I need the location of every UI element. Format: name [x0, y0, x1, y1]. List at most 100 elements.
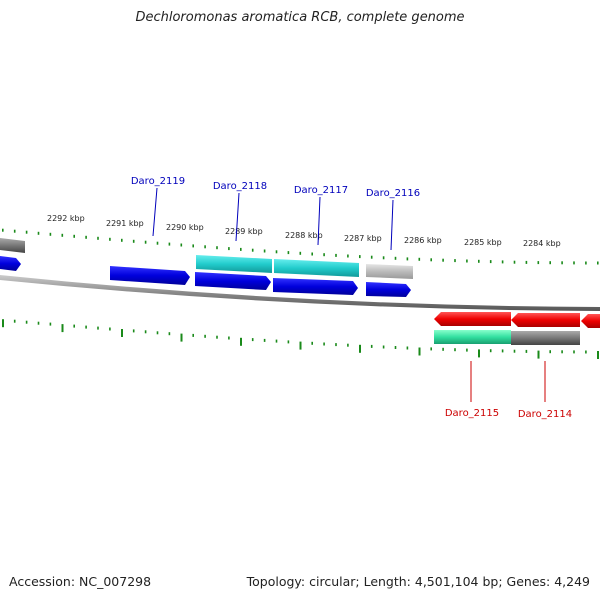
- ruler-minor-tick: [394, 346, 397, 349]
- ruler-minor-tick: [347, 343, 349, 347]
- gene-label-daro-2114[interactable]: Daro_2114: [518, 409, 572, 420]
- ruler-minor-tick: [251, 338, 254, 342]
- ruler-minor-tick: [585, 261, 587, 265]
- ruler-major-tick: [61, 324, 64, 333]
- ruler-minor-tick: [513, 349, 516, 353]
- ruler-label: 2288 kbp: [285, 231, 323, 240]
- ruler-minor-tick: [144, 330, 147, 334]
- ruler-minor-tick: [216, 335, 218, 339]
- ruler-minor-tick: [25, 230, 28, 234]
- ruler-minor-tick: [489, 260, 492, 264]
- ruler-minor-tick: [418, 257, 421, 261]
- ruler-minor-tick: [442, 347, 444, 351]
- gene-label-daro-2117[interactable]: Daro_2117: [294, 185, 348, 196]
- ruler-minor-tick: [85, 325, 87, 329]
- ruler-minor-tick: [13, 229, 16, 233]
- ruler-minor-tick: [382, 345, 385, 349]
- ruler-minor-tick: [382, 256, 385, 260]
- ruler-minor-tick: [132, 239, 135, 243]
- ruler-minor-tick: [561, 350, 563, 354]
- gene-label-daro-2115[interactable]: Daro_2115: [445, 408, 499, 419]
- ruler-minor-tick: [73, 234, 75, 238]
- label-leader-line: [152, 187, 158, 237]
- ruler-minor-tick: [585, 350, 587, 354]
- ruler-minor-tick: [525, 349, 528, 353]
- gene-arrow-daro-2114[interactable]: [511, 313, 580, 327]
- ruler-major-tick: [180, 333, 183, 342]
- ruler-minor-tick: [430, 347, 432, 351]
- ruler-minor-tick: [335, 343, 337, 347]
- ruler-minor-tick: [192, 244, 194, 248]
- ruler-minor-tick: [251, 248, 254, 252]
- ruler-minor-tick: [442, 258, 444, 262]
- gene-arrow-forward[interactable]: [0, 256, 21, 271]
- ruler-minor-tick: [228, 247, 230, 251]
- ruler-minor-tick: [287, 340, 290, 344]
- gene-feature-daro-2115-highlight[interactable]: [434, 330, 511, 344]
- gene-arrow-daro-2118[interactable]: [195, 272, 271, 290]
- ruler-minor-tick: [121, 238, 123, 242]
- gene-arrow-daro-2115[interactable]: [434, 312, 511, 326]
- ruler-ticks-lower: [2, 319, 599, 359]
- ruler-minor-tick: [240, 247, 242, 251]
- gene-feature-gray[interactable]: [0, 238, 25, 253]
- gene-feature-daro-2116-light[interactable]: [366, 264, 413, 279]
- ruler-minor-tick: [454, 348, 456, 352]
- ruler-minor-tick: [430, 258, 432, 262]
- genome-backbone: [0, 275, 600, 311]
- ruler-minor-tick: [406, 257, 409, 261]
- ruler-minor-tick: [109, 327, 111, 331]
- ruler-major-tick: [240, 337, 242, 346]
- ruler-major-tick: [418, 347, 421, 356]
- ruler-minor-tick: [466, 259, 468, 263]
- ruler-minor-tick: [478, 259, 480, 263]
- ruler-minor-tick: [168, 242, 171, 246]
- ruler-ticks-upper: [2, 228, 599, 265]
- ruler-minor-tick: [156, 331, 159, 335]
- ruler-minor-tick: [549, 350, 551, 354]
- ruler-label: 2289 kbp: [225, 227, 263, 236]
- ruler-minor-tick: [97, 236, 99, 240]
- ruler-major-tick: [121, 329, 123, 337]
- ruler-minor-tick: [85, 235, 87, 239]
- gene-arrow-daro-2117[interactable]: [273, 278, 358, 295]
- ruler-minor-tick: [489, 349, 492, 353]
- ruler-label: 2285 kbp: [464, 238, 502, 247]
- ruler-minor-tick: [323, 253, 325, 257]
- gene-feature-daro-2114-gray[interactable]: [511, 331, 580, 345]
- ruler-minor-tick: [370, 255, 373, 259]
- ruler-label: 2290 kbp: [166, 223, 204, 232]
- gene-label-daro-2116[interactable]: Daro_2116: [366, 188, 420, 199]
- ruler-minor-tick: [561, 261, 563, 265]
- ruler-minor-tick: [61, 233, 64, 237]
- ruler-minor-tick: [275, 339, 278, 343]
- gene-arrow-daro-2119[interactable]: [110, 266, 190, 285]
- ruler-minor-tick: [394, 256, 397, 260]
- gene-arrow-reverse[interactable]: [581, 314, 600, 328]
- ruler-minor-tick: [216, 246, 218, 250]
- ruler-label: 2287 kbp: [344, 234, 382, 243]
- gene-label-daro-2119[interactable]: Daro_2119: [131, 176, 185, 187]
- ruler-minor-tick: [287, 251, 290, 255]
- gene-feature-daro-2118-highlight[interactable]: [196, 255, 272, 273]
- ruler-minor-tick: [49, 322, 52, 326]
- label-leader-line: [317, 196, 321, 246]
- gene-label-daro-2118[interactable]: Daro_2118: [213, 181, 267, 192]
- gene-arrow-daro-2116[interactable]: [366, 282, 411, 297]
- ruler-minor-tick: [2, 228, 4, 232]
- ruler-minor-tick: [454, 259, 456, 263]
- ruler-minor-tick: [204, 245, 206, 249]
- gene-feature-daro-2117-highlight[interactable]: [274, 259, 359, 277]
- ruler-minor-tick: [299, 251, 302, 255]
- ruler-minor-tick: [406, 346, 409, 350]
- ruler-minor-tick: [204, 334, 206, 338]
- ruler-minor-tick: [109, 237, 111, 241]
- ruler-minor-tick: [156, 241, 159, 245]
- ruler-minor-tick: [132, 329, 135, 333]
- ruler-minor-tick: [525, 260, 528, 264]
- ruler-minor-tick: [359, 255, 361, 259]
- ruler-minor-tick: [25, 320, 28, 324]
- ruler-minor-tick: [13, 319, 16, 323]
- ruler-minor-tick: [370, 344, 373, 348]
